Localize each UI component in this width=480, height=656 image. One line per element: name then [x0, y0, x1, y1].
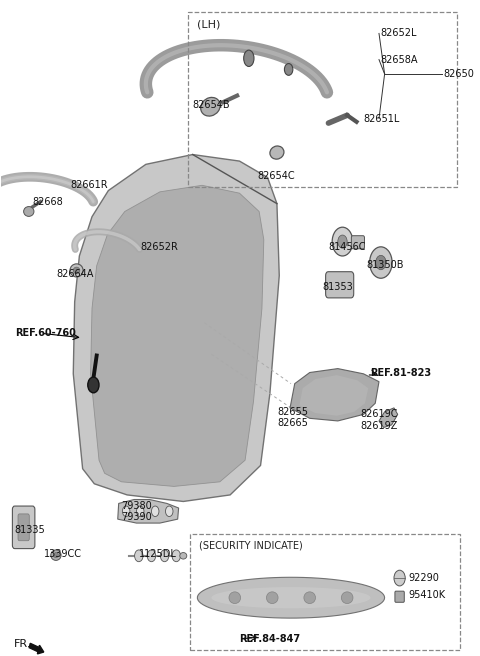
Text: REF.81-823: REF.81-823 — [371, 367, 432, 377]
Text: 82661R: 82661R — [70, 180, 108, 190]
Text: 82650: 82650 — [443, 69, 474, 79]
Circle shape — [134, 550, 143, 562]
Ellipse shape — [229, 592, 240, 604]
Text: 81353: 81353 — [323, 283, 354, 293]
Circle shape — [370, 247, 392, 278]
FancyBboxPatch shape — [351, 236, 364, 249]
Polygon shape — [212, 587, 371, 608]
Text: 79390: 79390 — [121, 512, 152, 522]
Ellipse shape — [24, 207, 34, 216]
Text: 82652L: 82652L — [380, 28, 417, 39]
Circle shape — [160, 550, 169, 562]
Ellipse shape — [51, 550, 61, 560]
Text: 82658A: 82658A — [380, 54, 418, 64]
Ellipse shape — [266, 592, 278, 604]
FancyBboxPatch shape — [18, 514, 29, 541]
Polygon shape — [73, 155, 279, 501]
Ellipse shape — [244, 50, 254, 66]
Circle shape — [376, 255, 386, 270]
Text: 79380: 79380 — [121, 501, 152, 511]
Text: 82619C: 82619C — [360, 409, 398, 419]
Ellipse shape — [201, 97, 220, 116]
Circle shape — [152, 506, 159, 516]
Text: FR.: FR. — [14, 638, 31, 649]
FancyArrow shape — [29, 644, 44, 654]
Text: 82619Z: 82619Z — [360, 421, 397, 431]
Circle shape — [332, 227, 353, 256]
Text: REF.60-760: REF.60-760 — [15, 328, 76, 338]
Ellipse shape — [341, 592, 353, 604]
Text: 82665: 82665 — [277, 418, 308, 428]
Circle shape — [147, 550, 156, 562]
Polygon shape — [290, 369, 379, 421]
Text: 82651L: 82651L — [363, 113, 400, 123]
Circle shape — [172, 550, 180, 562]
Circle shape — [136, 506, 144, 516]
Circle shape — [166, 506, 173, 516]
FancyBboxPatch shape — [12, 506, 35, 548]
Circle shape — [122, 506, 130, 516]
Text: (SECURITY INDICATE): (SECURITY INDICATE) — [199, 540, 302, 550]
Text: 81456C: 81456C — [328, 242, 366, 252]
Text: 82652R: 82652R — [140, 242, 178, 252]
Text: 82664A: 82664A — [56, 270, 93, 279]
FancyBboxPatch shape — [325, 272, 354, 298]
Text: 81335: 81335 — [15, 525, 46, 535]
Ellipse shape — [54, 552, 58, 558]
Ellipse shape — [180, 552, 187, 559]
Circle shape — [88, 377, 99, 393]
Text: 82668: 82668 — [33, 197, 63, 207]
Ellipse shape — [270, 146, 284, 159]
Polygon shape — [300, 375, 368, 416]
Ellipse shape — [70, 264, 83, 277]
Circle shape — [394, 570, 405, 586]
Polygon shape — [379, 408, 398, 428]
Ellipse shape — [73, 267, 80, 274]
Ellipse shape — [304, 592, 315, 604]
Text: (LH): (LH) — [197, 20, 221, 30]
Ellipse shape — [285, 64, 293, 75]
Text: 82655: 82655 — [277, 407, 308, 417]
Circle shape — [338, 235, 347, 248]
Polygon shape — [118, 499, 179, 523]
Polygon shape — [197, 577, 384, 618]
Text: 82654C: 82654C — [257, 171, 295, 181]
Text: 95410K: 95410K — [408, 590, 445, 600]
Text: 1339CC: 1339CC — [44, 549, 82, 559]
FancyBboxPatch shape — [395, 591, 404, 602]
Text: 92290: 92290 — [408, 573, 439, 583]
Text: 1125DL: 1125DL — [139, 549, 177, 559]
Text: 82654B: 82654B — [192, 100, 230, 110]
Text: 81350B: 81350B — [367, 260, 404, 270]
Polygon shape — [91, 185, 264, 486]
Text: REF.84-847: REF.84-847 — [240, 634, 300, 644]
